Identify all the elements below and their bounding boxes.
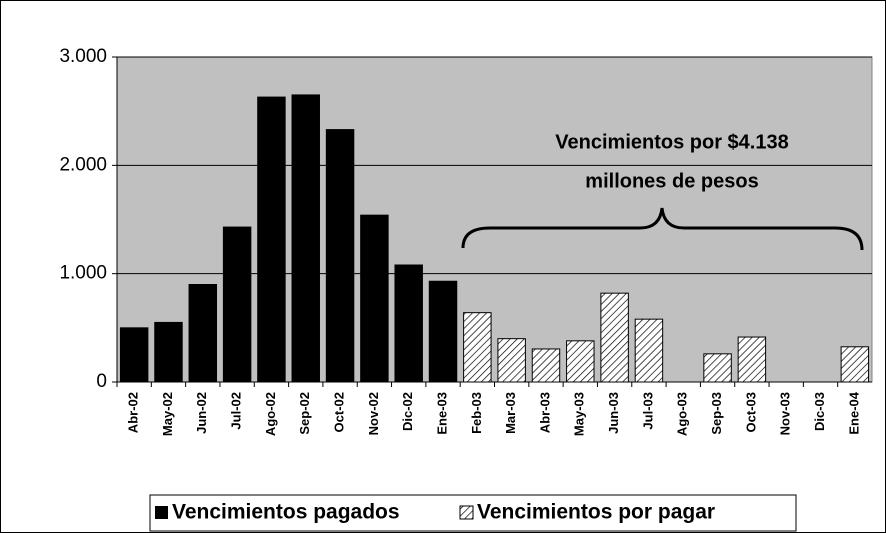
x-tick-label: Jun-03 [606, 392, 621, 434]
bar [325, 129, 355, 383]
bar [394, 264, 423, 383]
bar [463, 312, 492, 383]
bar [497, 338, 526, 383]
bar [566, 340, 595, 383]
x-tick-label: Ago-03 [675, 392, 690, 436]
annotation: millones de pesos [585, 170, 758, 192]
x-tick-label: Abr-02 [126, 392, 141, 433]
x-tick-label: Nov-03 [778, 392, 793, 435]
x-tick-label: Oct-02 [332, 392, 347, 432]
x-tick-label: Nov-02 [366, 392, 381, 435]
bar [840, 346, 870, 383]
bar [428, 280, 458, 383]
x-tick-label: Oct-03 [743, 392, 758, 432]
bar [222, 226, 252, 383]
bar [703, 353, 732, 383]
brace [461, 207, 864, 251]
x-tick-label: Ene-03 [434, 392, 449, 435]
x-tick-label: Jun-02 [194, 392, 209, 434]
y-tick-label: 1.000 [59, 263, 107, 284]
legend-swatch [155, 506, 168, 519]
x-tick-label: May-03 [572, 392, 587, 436]
bar [634, 318, 664, 383]
bar [257, 96, 286, 383]
annotation: Vencimientos por $4.138 [555, 131, 788, 153]
x-tick-label: Feb-03 [469, 392, 484, 434]
bar [360, 214, 389, 383]
x-tick-label: Jul-03 [640, 392, 655, 430]
x-tick-label: Jul-02 [229, 392, 244, 430]
bar [188, 284, 218, 383]
x-tick-label: Dic-02 [400, 392, 415, 431]
bar [291, 94, 320, 383]
x-tick-label: Mar-03 [503, 392, 518, 434]
bar [600, 292, 629, 383]
y-tick-label: 3.000 [59, 46, 107, 67]
y-tick-label: 2.000 [59, 154, 107, 175]
x-tick-label: Sep-03 [709, 392, 724, 435]
legend-swatch [459, 505, 474, 520]
legend-label: Vencimientos por pagar [477, 501, 715, 524]
x-tick-label: Ene-04 [846, 391, 861, 434]
x-tick-label: Dic-03 [812, 392, 827, 431]
bar [154, 321, 183, 383]
x-tick-label: Abr-03 [537, 392, 552, 433]
legend-label: Vencimientos pagados [172, 501, 400, 524]
bar [119, 327, 149, 383]
bar [737, 336, 767, 383]
y-tick-label: 0 [96, 371, 107, 392]
bar [531, 348, 561, 383]
x-tick-label: Sep-02 [297, 392, 312, 435]
x-tick-label: Ago-02 [263, 392, 278, 436]
x-tick-label: May-02 [160, 392, 175, 436]
